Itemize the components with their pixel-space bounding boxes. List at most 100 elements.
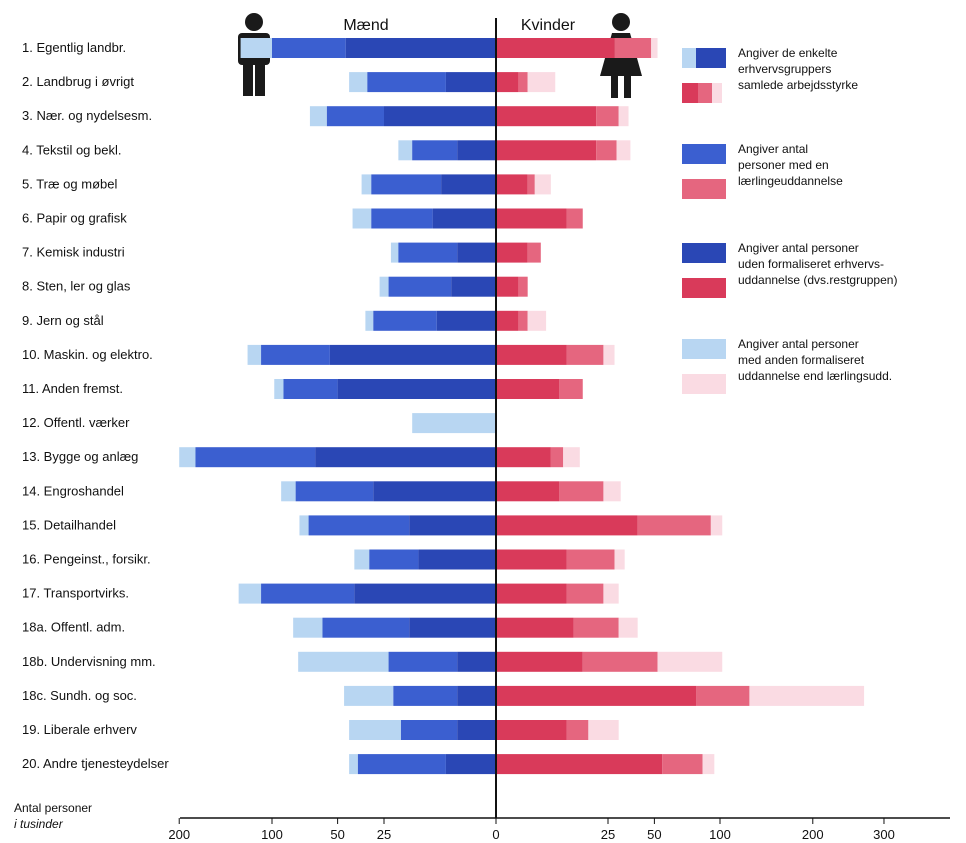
bar-men-anden <box>274 379 284 399</box>
bar-men-anden <box>349 72 368 93</box>
bar-women-laerling <box>518 276 528 297</box>
bar-women-rest <box>496 617 574 638</box>
category-label: 8. Sten, ler og glas <box>22 279 131 294</box>
bar-men-laerling <box>412 140 458 161</box>
men-title: Mænd <box>343 17 388 34</box>
category-label: 7. Kemisk industri <box>22 245 125 260</box>
category-label: 2. Landbrug i øvrigt <box>22 74 134 89</box>
bar-women-laerling <box>637 515 711 536</box>
bar-women-laerling <box>566 344 604 365</box>
bar-women-anden <box>527 310 547 331</box>
right-tick-label: 50 <box>647 827 661 842</box>
right-tick-label: 25 <box>601 827 615 842</box>
bar-men-rest <box>337 379 496 399</box>
bar-men-anden <box>293 617 323 638</box>
bar-men-laerling <box>398 242 458 263</box>
bar-women-anden <box>618 106 629 127</box>
bar-women-anden <box>651 38 658 58</box>
legend-swatch <box>682 243 726 263</box>
bar-women-laerling <box>559 379 583 399</box>
category-label: 5. Træ og møbel <box>22 176 117 191</box>
bar-men-anden <box>398 140 413 161</box>
legend-item: Angiver antal personer med anden formalis… <box>682 337 892 394</box>
bar-men-anden <box>309 106 327 127</box>
bar-men-rest <box>384 106 496 127</box>
bar-women-anden <box>534 174 551 195</box>
legend-label: uddannelse (dvs.restgruppen) <box>738 273 897 287</box>
category-label: 19. Liberale erhverv <box>22 722 137 737</box>
bar-men-anden <box>240 38 272 58</box>
bar-women-anden <box>603 481 621 502</box>
bar-women-anden <box>563 447 580 468</box>
legend-swatch <box>682 339 726 359</box>
category-label: 3. Nær. og nydelsesm. <box>22 108 152 123</box>
bar-women-rest <box>496 72 519 93</box>
bar-women-rest <box>496 106 597 127</box>
category-labels: 1. Egentlig landbr. 2. Landbrug i øvrigt 3… <box>22 40 169 771</box>
legend-swatch <box>698 83 712 103</box>
legend-label: med anden formaliseret <box>738 353 865 367</box>
bar-men-rest <box>418 549 496 570</box>
bar-men-rest <box>451 276 496 297</box>
bar-women-laerling <box>596 106 619 127</box>
bar-men-anden <box>298 651 389 672</box>
bar-men-laerling <box>367 72 446 93</box>
bar-women-rest <box>496 481 560 502</box>
bar-men-laerling <box>272 38 346 58</box>
category-label: 10. Maskin. og elektro. <box>22 347 153 362</box>
bar-women-laerling <box>596 140 617 161</box>
bar-men-laerling <box>261 344 330 365</box>
category-label: 12. Offentl. værker <box>22 415 130 430</box>
legend-item: Angiver antal personer uden formaliseret … <box>682 241 897 298</box>
right-tick-label: 300 <box>873 827 895 842</box>
bar-women-rest <box>496 549 567 570</box>
category-label: 9. Jern og stål <box>22 313 104 328</box>
bar-women-anden <box>588 720 619 740</box>
legend-item: Angiver antal personer med en lærlingeudda… <box>682 142 843 199</box>
bar-men-laerling <box>357 754 446 775</box>
bar-men-rest <box>457 242 496 263</box>
bar-men-laerling <box>308 515 410 536</box>
bar-women-laerling <box>566 583 604 604</box>
bar-men-anden <box>299 515 309 536</box>
bar-men-laerling <box>326 106 384 127</box>
category-label: 6. Papir og grafisk <box>22 211 127 226</box>
bar-women-rest <box>496 720 567 740</box>
legend-swatch <box>712 83 722 103</box>
left-tick-label: 25 <box>377 827 391 842</box>
bar-men-anden <box>352 208 372 229</box>
bar-men-laerling <box>369 549 419 570</box>
bar-women-anden <box>603 344 615 365</box>
bar-men-anden <box>344 685 394 706</box>
bar-men-rest <box>445 754 496 775</box>
axis-title-line1: Antal personer <box>14 801 92 815</box>
bar-men-anden <box>349 720 401 740</box>
bar-women-anden <box>618 617 638 638</box>
right-tick-label: 100 <box>709 827 731 842</box>
bar-women-laerling <box>518 72 528 93</box>
bar-men-rest <box>445 72 496 93</box>
legend-swatch <box>682 374 726 394</box>
legend-swatch <box>696 48 726 68</box>
bar-men-laerling <box>261 583 355 604</box>
legend-label: samlede arbejdsstyrke <box>738 78 858 92</box>
bar-men-laerling <box>388 276 452 297</box>
bar-men-rest <box>441 174 496 195</box>
bar-women-rest <box>496 242 528 263</box>
bar-women-laerling <box>566 720 589 740</box>
bar-women-laerling <box>566 208 583 229</box>
bar-women-rest <box>496 651 583 672</box>
bar-men-rest <box>315 447 496 468</box>
left-tick-label: 50 <box>330 827 344 842</box>
bar-men-anden <box>365 310 374 331</box>
category-label: 13. Bygge og anlæg <box>22 449 138 464</box>
legend-label: Angiver antal personer <box>738 241 859 255</box>
legend-swatch <box>682 48 696 68</box>
legend-label: Angiver antal <box>738 142 808 156</box>
legend-label: uden formaliseret erhvervs- <box>738 257 884 271</box>
bar-women-laerling <box>573 617 619 638</box>
legend-swatch <box>682 83 698 103</box>
bar-men-laerling <box>195 447 316 468</box>
bar-men-rest <box>373 481 496 502</box>
